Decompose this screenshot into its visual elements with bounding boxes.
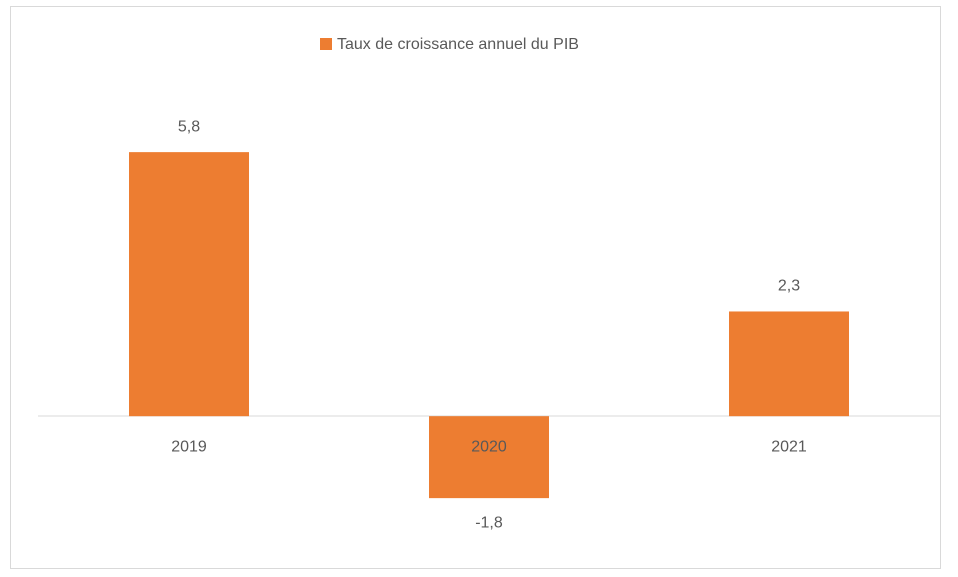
- bar: [129, 152, 249, 417]
- bar: [429, 416, 549, 499]
- bar: [729, 311, 849, 417]
- legend-swatch: [320, 38, 332, 50]
- x-tick-label: 2021: [771, 438, 807, 455]
- data-label: 5,8: [178, 118, 200, 135]
- x-tick-label: 2019: [171, 438, 207, 455]
- x-tick-label: 2020: [471, 438, 507, 455]
- data-label: -1,8: [475, 514, 503, 531]
- data-label: 2,3: [778, 278, 800, 295]
- legend-label: Taux de croissance annuel du PIB: [337, 36, 579, 53]
